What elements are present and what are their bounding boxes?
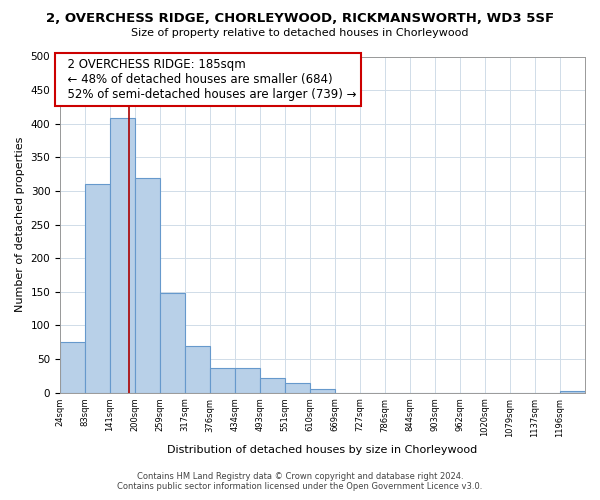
Text: 2, OVERCHESS RIDGE, CHORLEYWOOD, RICKMANSWORTH, WD3 5SF: 2, OVERCHESS RIDGE, CHORLEYWOOD, RICKMAN… — [46, 12, 554, 26]
Bar — [185, 346, 210, 393]
Bar — [60, 342, 85, 392]
Bar — [260, 378, 285, 392]
Text: 2 OVERCHESS RIDGE: 185sqm
  ← 48% of detached houses are smaller (684)
  52% of : 2 OVERCHESS RIDGE: 185sqm ← 48% of detac… — [60, 58, 356, 101]
Bar — [85, 184, 110, 392]
Bar — [285, 384, 310, 392]
Bar — [135, 178, 160, 392]
Bar — [110, 118, 135, 392]
Bar — [235, 368, 260, 392]
X-axis label: Distribution of detached houses by size in Chorleywood: Distribution of detached houses by size … — [167, 445, 478, 455]
Bar — [310, 388, 335, 392]
Text: Contains HM Land Registry data © Crown copyright and database right 2024.
Contai: Contains HM Land Registry data © Crown c… — [118, 472, 482, 491]
Text: Size of property relative to detached houses in Chorleywood: Size of property relative to detached ho… — [131, 28, 469, 38]
Bar — [210, 368, 235, 392]
Bar — [560, 390, 585, 392]
Bar — [160, 293, 185, 392]
Y-axis label: Number of detached properties: Number of detached properties — [15, 137, 25, 312]
